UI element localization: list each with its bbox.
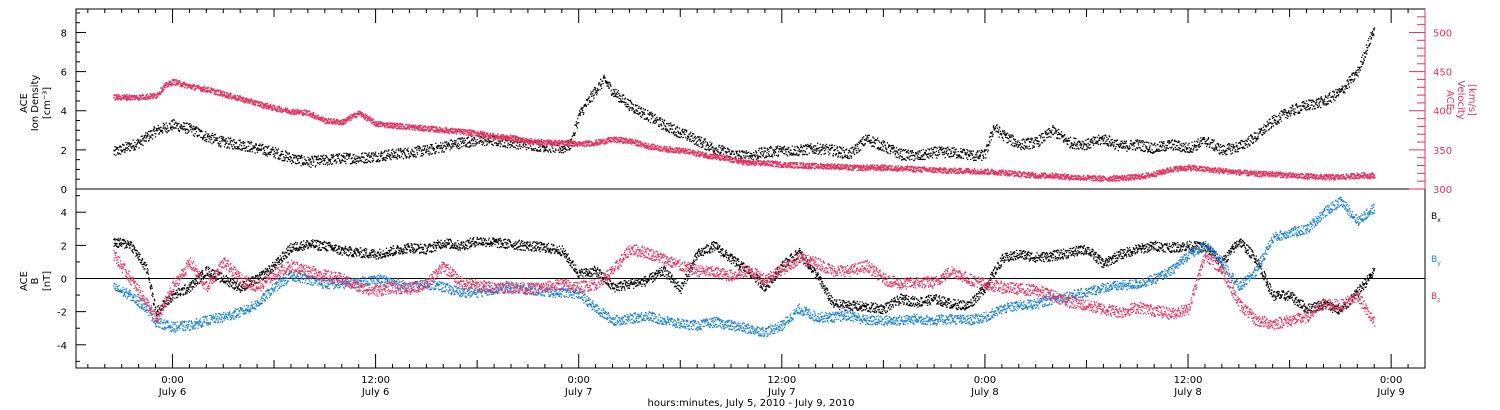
bottom-left-tick-label: 0 (61, 275, 67, 286)
x-tick-date-label: July 7 (564, 387, 593, 398)
x-tick-time-label: 0:00 (1380, 375, 1402, 386)
top-right-tick-label: 300 (1433, 185, 1452, 196)
top-left-tick-label: 6 (61, 68, 67, 79)
bz-label: Bz (1431, 292, 1440, 304)
top-right-ylabel-line3: [km/s] (1466, 84, 1477, 116)
velocity-points (113, 78, 1376, 182)
bz-label-sub: z (1437, 297, 1440, 304)
bottom-left-tick-label: -2 (57, 308, 67, 319)
magnetic-field-panel (76, 197, 1425, 338)
x-tick-date-label: July 8 (1173, 387, 1202, 398)
x-tick-time-label: 12:00 (361, 375, 390, 386)
top-right-ylabel-line2: Velocity (1455, 80, 1466, 119)
x-tick-date-label: July 6 (361, 387, 390, 398)
plasma-panel (113, 27, 1376, 182)
x-tick-time-label: 12:00 (767, 375, 796, 386)
velocity-series (113, 78, 1376, 182)
panel-frames (75, 8, 1426, 369)
x-tick-date-label: July 8 (970, 387, 999, 398)
bottom-left-tick-label: 2 (61, 241, 67, 252)
x-axis-title: hours:minutes, July 5, 2010 - July 9, 20… (648, 398, 855, 409)
top-left-tick-label: 4 (61, 107, 67, 118)
series-label-by: By (1431, 255, 1441, 267)
bottom-left-tick-label: -4 (57, 341, 67, 352)
bottom-left-tick-label: 4 (61, 208, 67, 219)
top-ylabel-line1: ACE (19, 93, 30, 113)
x-tick-date-label: July 6 (158, 387, 187, 398)
top-right-ylabel-line1: ACE (1444, 90, 1455, 110)
series-label-bx: Bx (1431, 212, 1441, 224)
ion-density-series (113, 27, 1376, 168)
top-left-tick-label: 0 (61, 185, 67, 196)
bottom-ylabel-line1: ACE (19, 271, 30, 291)
top-right-tick-label: 500 (1433, 28, 1452, 39)
x-tick-time-label: 0:00 (974, 375, 996, 386)
top-left-tick-label: 2 (61, 146, 67, 157)
bx-label-sub: x (1437, 217, 1441, 224)
x-tick-date-label: July 7 (767, 387, 796, 398)
top-right-tick-label: 350 (1433, 146, 1452, 157)
by-label-main: B (1431, 255, 1437, 265)
top-ylabel-line3: [cm⁻³] (42, 87, 53, 119)
bx-label: Bx (1431, 212, 1441, 224)
axes: 0 2 4 6 8 300 350 400 450 500 -4 -2 0 2 4 (57, 9, 1452, 362)
bottom-ylabel-line2: B (30, 277, 41, 284)
top-right-tick-label: 400 (1433, 107, 1452, 118)
top-left-tick-label: 8 (61, 28, 67, 39)
top-right-tick-label: 450 (1433, 68, 1452, 79)
series-label-bz: Bz (1431, 292, 1440, 304)
bx-label-main: B (1431, 212, 1437, 222)
x-tick-date-label: July 9 (1376, 387, 1405, 398)
left-axis-title-top: ACE Ion Density [cm⁻³] (19, 75, 53, 132)
ion-density-points (113, 27, 1376, 168)
right-axis-title-top: ACE Velocity [km/s] (1444, 80, 1477, 119)
bz-label-main: B (1431, 292, 1437, 302)
x-tick-time-label: 0:00 (567, 375, 589, 386)
top-ylabel-line2: Ion Density (30, 75, 41, 132)
bottom-ylabel-line3: [nT] (42, 271, 53, 291)
by-label: By (1431, 255, 1441, 267)
x-tick-time-label: 12:00 (1174, 375, 1203, 386)
left-axis-title-bottom: ACE B [nT] (19, 271, 53, 291)
by-label-sub: y (1437, 260, 1441, 267)
x-tick-time-label: 0:00 (161, 375, 183, 386)
